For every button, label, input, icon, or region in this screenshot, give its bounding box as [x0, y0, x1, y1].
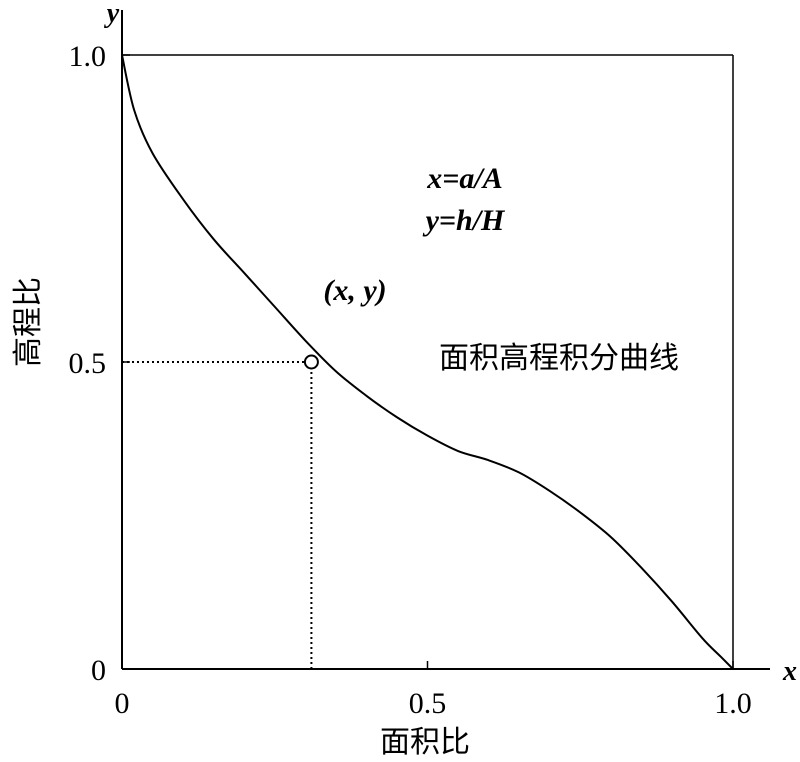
highlight-point-marker	[303, 354, 319, 370]
highlight-group	[122, 354, 319, 669]
x-axis-title: 面积比	[380, 725, 470, 760]
plot-frame	[121, 10, 770, 670]
y-tick-labels: 0 0.5 1.0	[69, 40, 107, 687]
series-group	[121, 54, 734, 670]
x-tick-label: 0.5	[409, 687, 447, 720]
series-line-hypsometric-curve	[121, 54, 734, 670]
x-tick-labels: 0 0.5 1.0	[115, 687, 752, 720]
y-tick-label: 1.0	[69, 40, 107, 73]
point-label: (x, y)	[323, 274, 386, 307]
y-axis-symbol: y	[104, 0, 120, 29]
formula-x: x=a/A	[426, 162, 502, 195]
curve-label: 面积高程积分曲线	[439, 341, 679, 376]
y-tick-label: 0	[91, 654, 106, 687]
formula-y: y=h/H	[423, 204, 506, 237]
x-axis-symbol: x	[782, 656, 797, 687]
y-tick-label: 0.5	[69, 347, 107, 380]
y-axis-title: 高程比	[11, 277, 46, 367]
x-tick-label: 0	[115, 687, 130, 720]
x-tick-label: 1.0	[714, 687, 752, 720]
